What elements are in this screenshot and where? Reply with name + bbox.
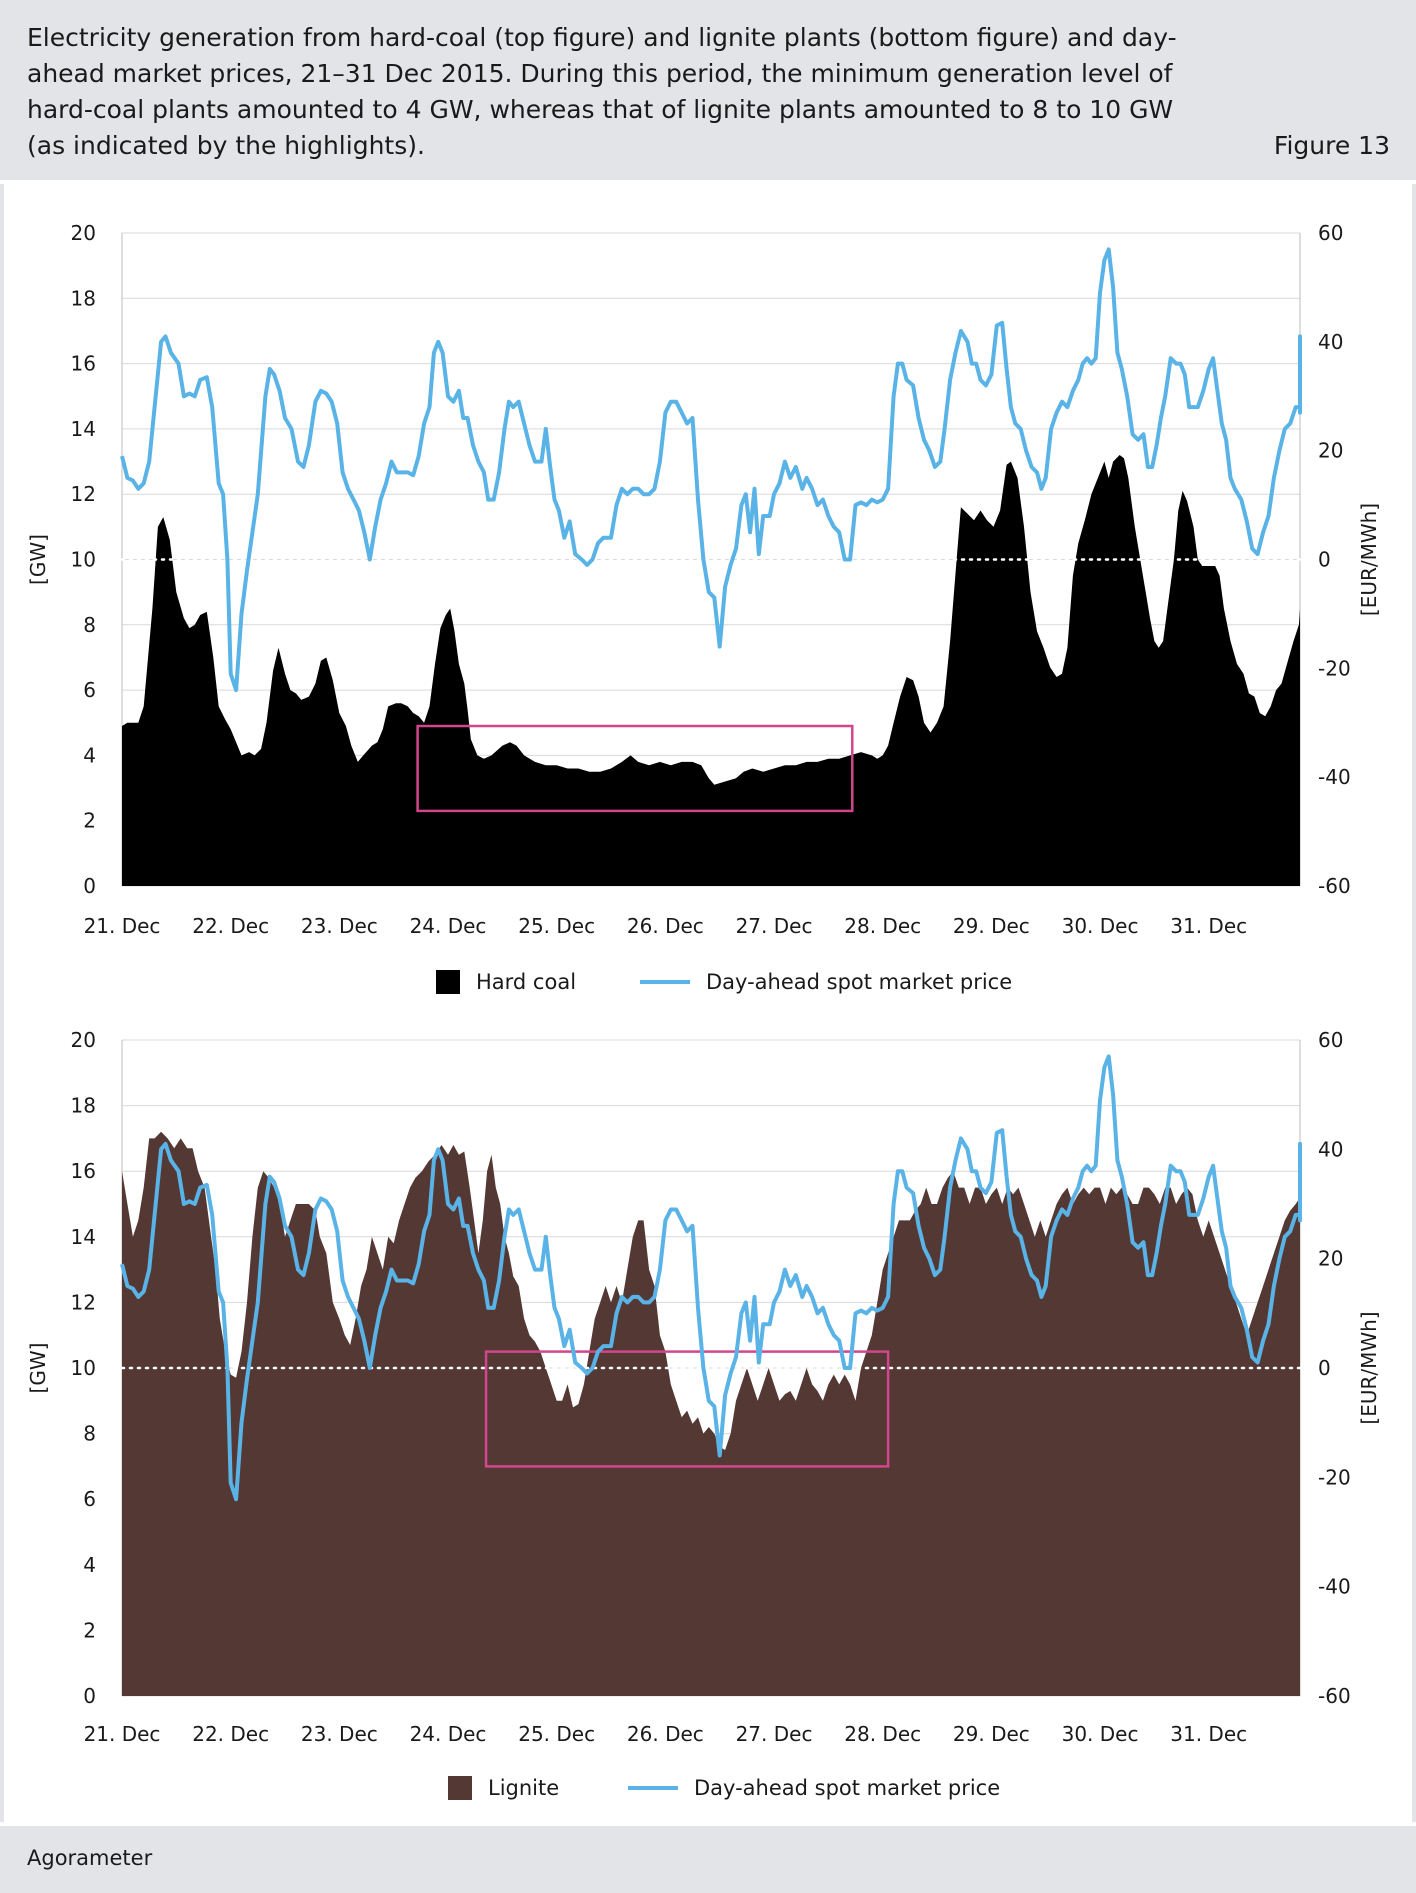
figure-number: Figure 13 (1273, 131, 1390, 160)
price-line (120, 247, 1302, 693)
x-tick-label: 28. Dec (844, 914, 921, 938)
x-tick-label: 22. Dec (192, 914, 269, 938)
y-left-tick-label: 2 (83, 809, 96, 833)
hard-coal-legend: Hard coal Day-ahead spot market price (0, 962, 1416, 1002)
y-right-tick-label: -60 (1318, 874, 1351, 898)
y-right-tick-label: -20 (1318, 656, 1351, 680)
x-tick-label: 22. Dec (192, 1722, 269, 1746)
y-right-tick-label: 40 (1318, 330, 1343, 354)
x-tick-label: 24. Dec (410, 1722, 487, 1746)
y-left-tick-label: 16 (71, 1159, 96, 1183)
x-tick-label: 30. Dec (1062, 1722, 1139, 1746)
x-tick-label: 30. Dec (1062, 914, 1139, 938)
y-right-tick-label: 0 (1318, 1356, 1331, 1380)
y-right-tick-label: 40 (1318, 1137, 1343, 1161)
x-tick-label: 26. Dec (627, 1722, 704, 1746)
y-right-axis-title: [EUR/MWh] (1357, 1311, 1381, 1424)
x-tick-label: 25. Dec (518, 914, 595, 938)
legend-item-lignite: Lignite (448, 1768, 559, 1808)
x-tick-label: 23. Dec (301, 914, 378, 938)
y-left-tick-label: 0 (83, 874, 96, 898)
y-right-tick-label: 60 (1318, 221, 1343, 245)
y-right-tick-label: -60 (1318, 1684, 1351, 1708)
left-border (0, 184, 4, 1822)
y-left-tick-label: 12 (71, 1290, 96, 1314)
legend-line-price-top (640, 980, 690, 984)
legend-item-price-bottom: Day-ahead spot market price (628, 1768, 1000, 1808)
minimum-generation-highlight (484, 1350, 890, 1468)
y-left-tick-label: 14 (71, 1225, 96, 1249)
x-tick-label: 24. Dec (410, 914, 487, 938)
x-tick-label: 26. Dec (627, 914, 704, 938)
y-right-tick-label: 20 (1318, 439, 1343, 463)
y-left-tick-label: 20 (71, 1028, 96, 1052)
legend-label-lignite: Lignite (488, 1776, 560, 1800)
y-right-tick-label: 20 (1318, 1247, 1343, 1271)
figure-header: Electricity generation from hard-coal (t… (0, 0, 1416, 180)
y-left-tick-label: 10 (71, 1356, 96, 1380)
x-tick-label: 21. Dec (84, 914, 161, 938)
lignite-chart: 0 2 4 6 8 10 12 14 16 18 20 -60 -40 -20 0 20 40 60 21. Dec… (26, 1028, 1381, 1746)
x-tick-label: 28. Dec (844, 1722, 921, 1746)
legend-line-price-bottom (628, 1786, 678, 1790)
y-left-tick-label: 4 (83, 743, 96, 767)
y-left-tick-label: 4 (83, 1553, 96, 1577)
y-right-tick-label: -20 (1318, 1465, 1351, 1489)
y-right-tick-label: -40 (1318, 765, 1351, 789)
x-tick-label: 25. Dec (518, 1722, 595, 1746)
legend-swatch-hard-coal (436, 970, 460, 994)
header-separator (0, 180, 1416, 184)
x-tick-label: 31. Dec (1170, 1722, 1247, 1746)
y-left-tick-label: 6 (83, 678, 96, 702)
x-tick-label: 29. Dec (953, 1722, 1030, 1746)
price-line (120, 1054, 1302, 1502)
y-left-tick-label: 18 (71, 286, 96, 310)
right-border (1412, 184, 1416, 1822)
y-left-tick-label: 0 (83, 1684, 96, 1708)
x-tick-label: 23. Dec (301, 1722, 378, 1746)
y-right-axis-title: [EUR/MWh] (1357, 503, 1381, 616)
source-label: Agorameter (27, 1846, 153, 1870)
y-right-tick-label: -40 (1318, 1575, 1351, 1599)
legend-item-hard-coal: Hard coal (436, 962, 576, 1002)
x-tick-label: 31. Dec (1170, 914, 1247, 938)
x-tick-label: 29. Dec (953, 914, 1030, 938)
legend-swatch-lignite (448, 1776, 472, 1800)
y-left-tick-label: 2 (83, 1618, 96, 1642)
x-tick-label: 27. Dec (736, 1722, 813, 1746)
legend-label-hard-coal: Hard coal (476, 970, 577, 994)
hard-coal-area (122, 455, 1300, 886)
y-left-tick-label: 6 (83, 1487, 96, 1511)
legend-label-price-top: Day-ahead spot market price (706, 970, 1013, 994)
y-left-axis-title: [GW] (26, 534, 50, 585)
y-left-tick-label: 18 (71, 1094, 96, 1118)
legend-item-price-top: Day-ahead spot market price (640, 962, 1012, 1002)
y-left-axis-title: [GW] (26, 1343, 50, 1394)
minimum-generation-highlight (416, 724, 854, 813)
y-left-tick-label: 20 (71, 221, 96, 245)
lignite-area (122, 1131, 1300, 1696)
y-left-tick-label: 8 (83, 613, 96, 637)
y-right-tick-label: 60 (1318, 1028, 1343, 1052)
y-left-tick-label: 16 (71, 352, 96, 376)
figure-caption: Electricity generation from hard-coal (t… (27, 23, 1177, 160)
x-tick-label: 27. Dec (736, 914, 813, 938)
figure-footer: Agorameter (0, 1826, 1416, 1893)
y-right-tick-label: 0 (1318, 548, 1331, 572)
legend-label-price-bottom: Day-ahead spot market price (694, 1776, 1001, 1800)
y-left-tick-label: 10 (71, 548, 96, 572)
hard-coal-chart: 0 2 4 6 8 10 12 14 16 18 20 -60 -40 -20 0 20 40 60 21. Dec… (26, 221, 1381, 938)
y-left-tick-label: 8 (83, 1422, 96, 1446)
lignite-legend: Lignite Day-ahead spot market price (0, 1768, 1416, 1808)
y-left-tick-label: 14 (71, 417, 96, 441)
x-tick-label: 21. Dec (84, 1722, 161, 1746)
y-left-tick-label: 12 (71, 482, 96, 506)
